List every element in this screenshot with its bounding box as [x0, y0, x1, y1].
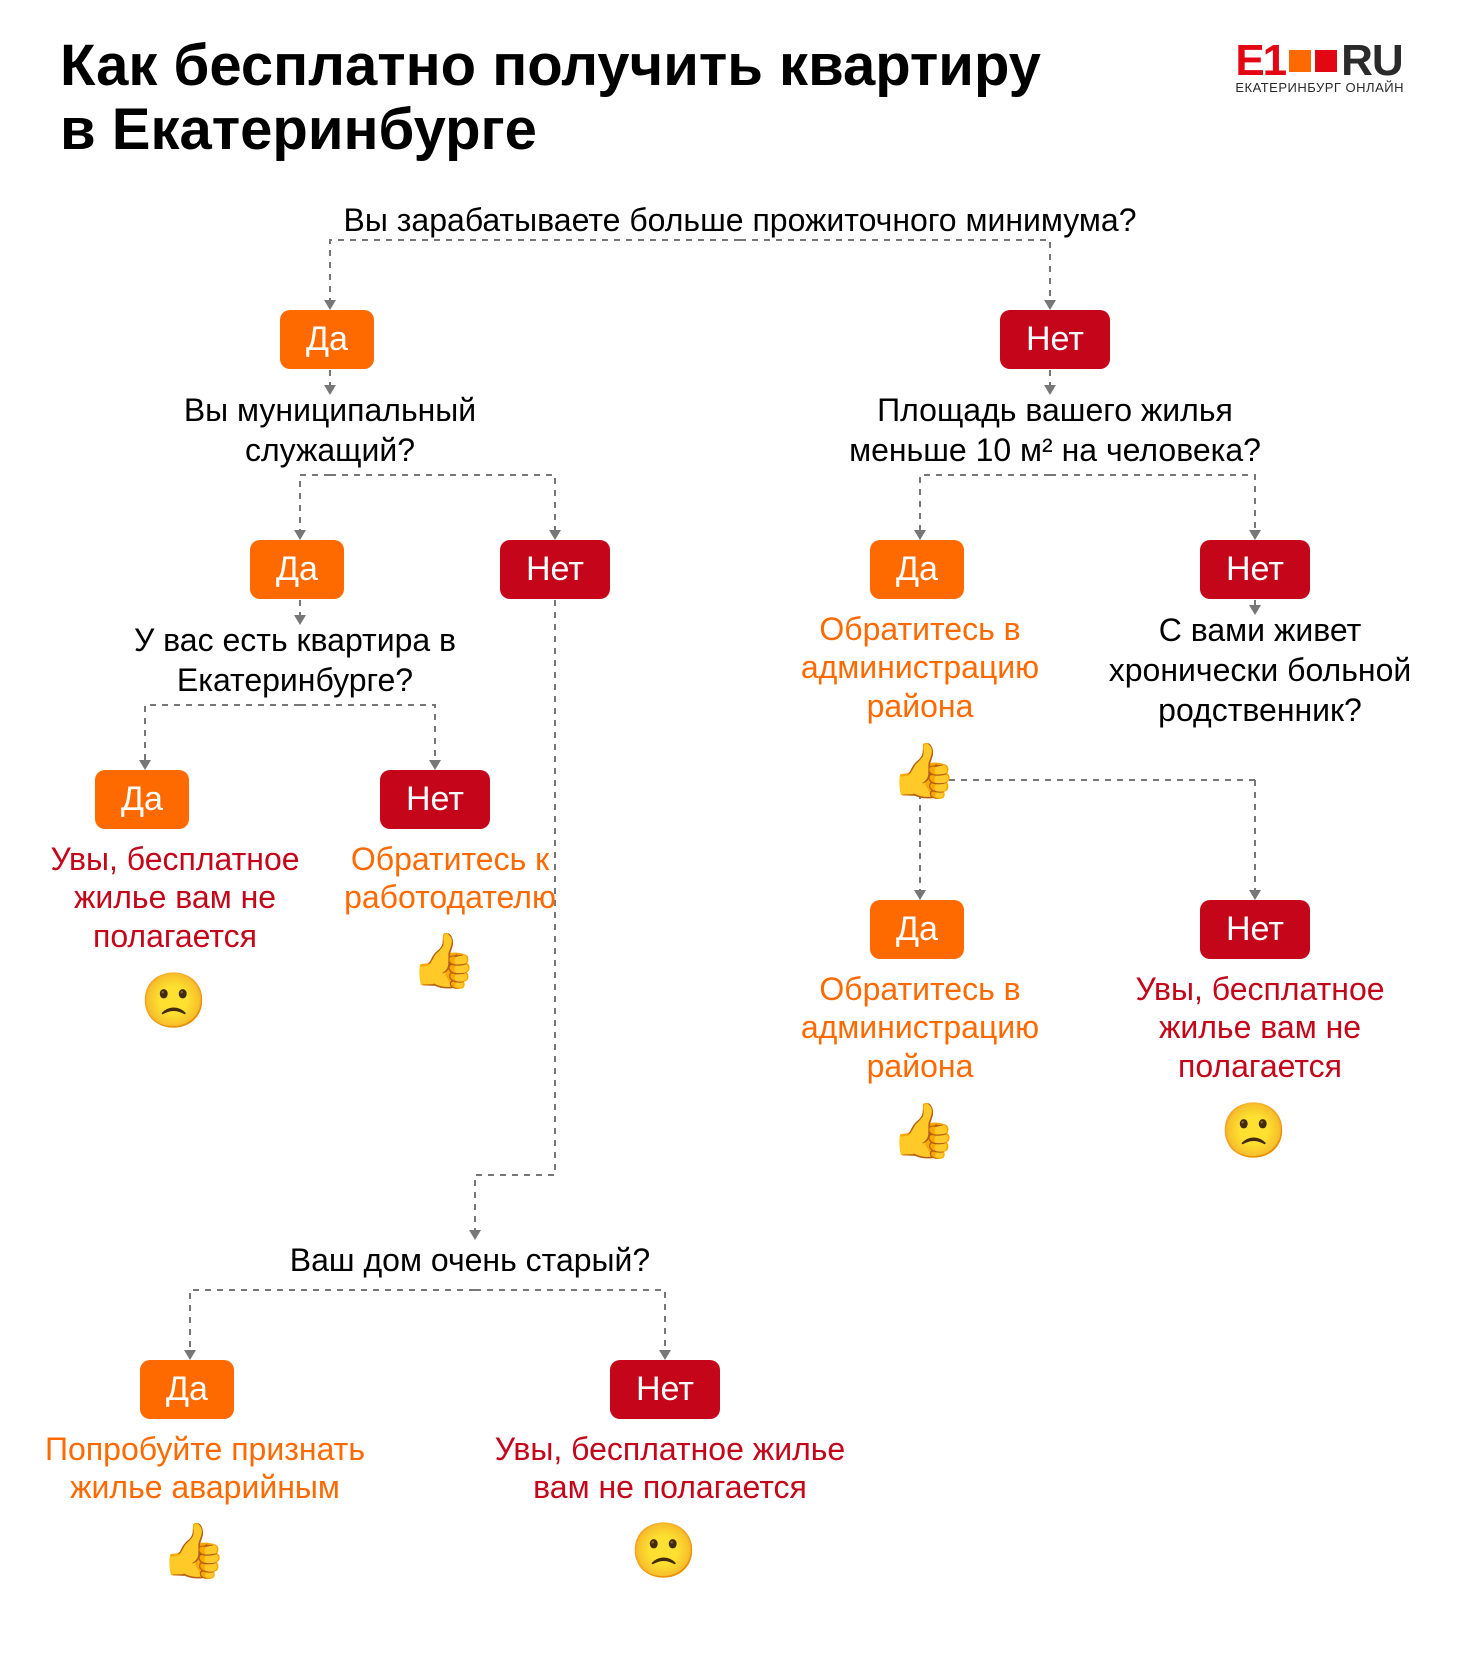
outcome-employer: Обратитесь к работодателю [300, 840, 600, 917]
logo-brand-right: RU [1341, 36, 1403, 86]
thumbs-up-icon: 👍 [890, 740, 957, 803]
logo-square-red [1315, 50, 1337, 72]
chip-no-q2: Нет [500, 540, 610, 599]
question-municipal: Вы муниципальный служащий? [150, 390, 510, 470]
chip-yes-q6: Да [140, 1360, 234, 1419]
page-title: Как бесплатно получить квартиру в Екатер… [60, 34, 1060, 162]
chip-yes-q4: Да [870, 540, 964, 599]
outcome-fail-1: Увы, бесплатное жилье вам не полагается [30, 840, 320, 955]
outcome-fail-3: Увы, бесплатное жилье вам не полагается [490, 1430, 850, 1507]
logo-square-orange [1289, 50, 1311, 72]
chip-no-q1: Нет [1000, 310, 1110, 369]
chip-yes-q1: Да [280, 310, 374, 369]
sad-icon: 🙁 [140, 970, 207, 1033]
chip-no-q3: Нет [380, 770, 490, 829]
question-sick-relative: С вами живет хронически больной родствен… [1080, 610, 1440, 730]
chip-yes-q5: Да [870, 900, 964, 959]
chip-no-q4: Нет [1200, 540, 1310, 599]
question-has-flat: У вас есть квартира в Екатеринбурге? [100, 620, 490, 700]
question-old-house: Ваш дом очень старый? [260, 1240, 680, 1280]
thumbs-up-icon: 👍 [890, 1100, 957, 1163]
thumbs-up-icon: 👍 [410, 930, 477, 993]
chip-yes-q2: Да [250, 540, 344, 599]
outcome-district-1: Обратитесь в администрацию района [770, 610, 1070, 725]
chip-no-q6: Нет [610, 1360, 720, 1419]
chip-yes-q3: Да [95, 770, 189, 829]
outcome-fail-2: Увы, бесплатное жилье вам не полагается [1100, 970, 1420, 1085]
site-logo: E1 RU ЕКАТЕРИНБУРГ ОНЛАЙН [1235, 36, 1404, 95]
chip-no-q5: Нет [1200, 900, 1310, 959]
outcome-district-2: Обратитесь в администрацию района [770, 970, 1070, 1085]
question-income: Вы зарабатываете больше прожиточного мин… [300, 200, 1180, 240]
sad-icon: 🙁 [1220, 1100, 1287, 1163]
outcome-dilapidated: Попробуйте признать жилье аварийным [40, 1430, 370, 1507]
logo-brand-left: E1 [1235, 36, 1285, 86]
thumbs-up-icon: 👍 [160, 1520, 227, 1583]
question-area: Площадь вашего жилья меньше 10 м² на чел… [830, 390, 1280, 470]
sad-icon: 🙁 [630, 1520, 697, 1583]
logo-subtitle: ЕКАТЕРИНБУРГ ОНЛАЙН [1235, 80, 1404, 95]
